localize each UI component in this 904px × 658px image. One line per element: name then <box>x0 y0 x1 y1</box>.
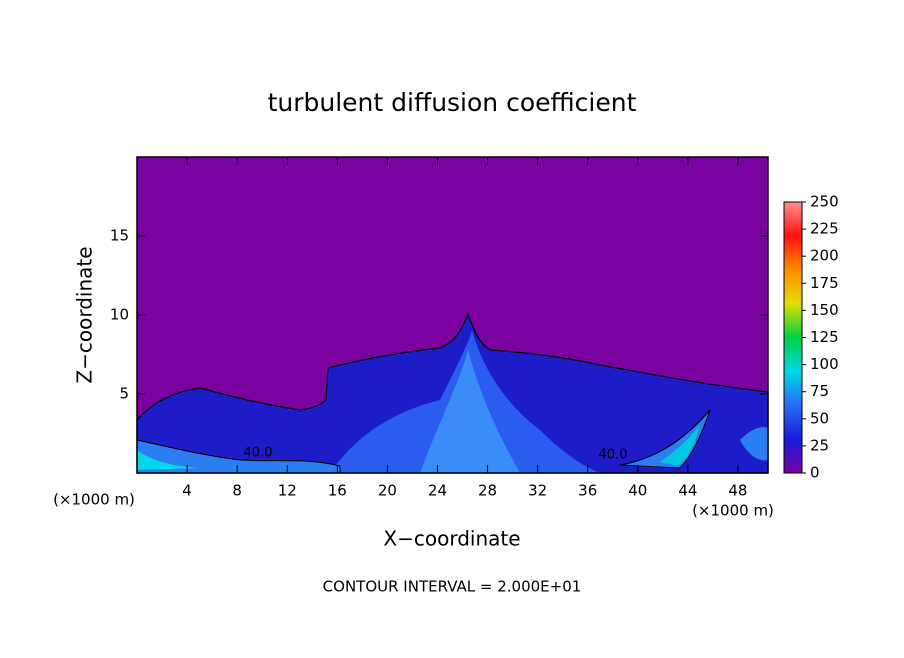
x-unit: (×1000 m) <box>692 502 774 520</box>
y-tick-label: 15 <box>110 227 129 245</box>
colorbar-tick-label: 0 <box>810 464 820 482</box>
field-high <box>660 425 700 466</box>
x-tick-label: 16 <box>328 482 347 500</box>
x-tick-label: 44 <box>678 482 697 500</box>
x-tick-label: 40 <box>628 482 647 500</box>
colorbar-tick-label: 175 <box>810 274 839 292</box>
y-tick-label: 5 <box>119 385 129 403</box>
x-tick-label: 20 <box>378 482 397 500</box>
field-low <box>740 427 768 461</box>
field <box>136 157 769 474</box>
colorbar-tick-label: 250 <box>810 193 839 211</box>
colorbar-tick-label: 50 <box>810 409 829 427</box>
field-low <box>136 439 341 474</box>
x-tick-label: 12 <box>278 482 297 500</box>
colorbar-tick-label: 150 <box>810 301 839 319</box>
x-tick-label: 48 <box>728 482 747 500</box>
x-unit: (×1000 m) <box>53 491 135 509</box>
colorbar-tick-label: 200 <box>810 247 839 265</box>
colorbar-tick-label: 75 <box>810 382 829 400</box>
x-tick-label: 4 <box>182 482 192 500</box>
y-tick-label: 10 <box>110 306 129 324</box>
x-tick-label: 24 <box>428 482 447 500</box>
contour-label: 40.0 <box>244 446 273 461</box>
field-core <box>420 350 520 473</box>
x-tick-label: 28 <box>478 482 497 500</box>
colorbar-tick-label: 125 <box>810 328 839 346</box>
colorbar-tick-label: 25 <box>810 436 829 454</box>
colorbar-tick-label: 100 <box>810 355 839 373</box>
x-tick-label: 36 <box>578 482 597 500</box>
y-axis-label: Z−coordinate <box>73 246 97 383</box>
x-axis-label: X−coordinate <box>383 527 520 551</box>
chart-title: turbulent diffusion coefficient <box>268 88 637 117</box>
footer: CONTOUR INTERVAL = 2.000E+01 <box>323 578 582 596</box>
colorbar <box>783 201 803 474</box>
x-tick-label: 32 <box>528 482 547 500</box>
field-high <box>137 450 200 470</box>
colorbar-tick-label: 225 <box>810 220 839 238</box>
contour-label: 40.0 <box>599 448 628 463</box>
x-tick-label: 8 <box>232 482 242 500</box>
